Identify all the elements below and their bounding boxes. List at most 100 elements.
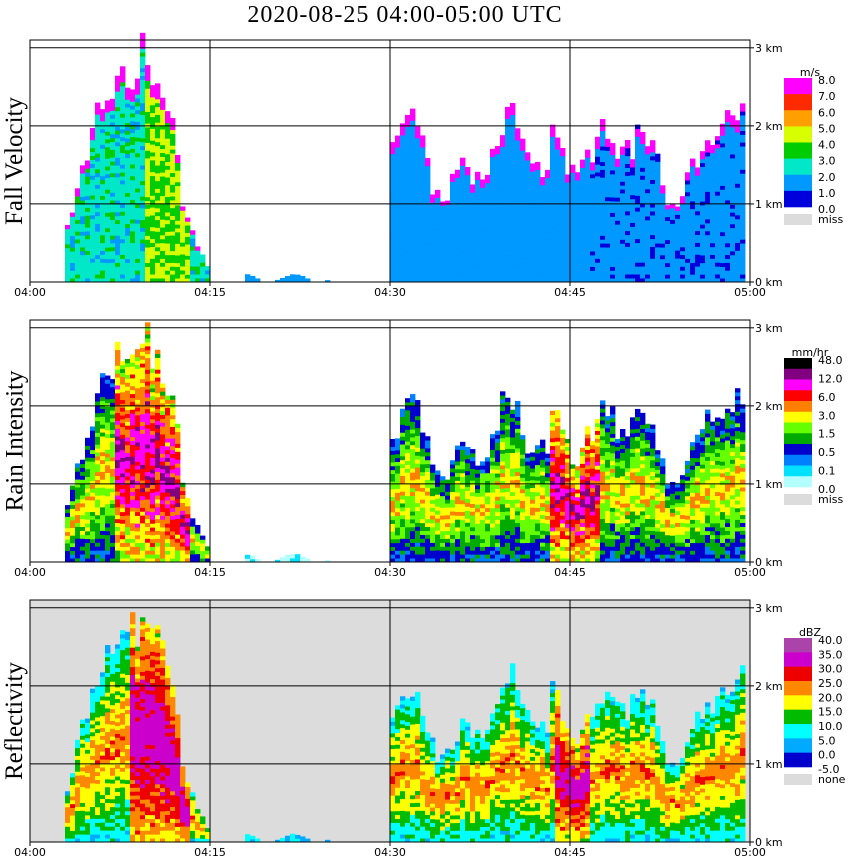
field-cell	[150, 376, 156, 381]
field-cell	[80, 475, 86, 480]
field-cell	[135, 465, 141, 470]
field-cell	[120, 415, 126, 420]
field-cell	[95, 491, 101, 496]
field-cell	[505, 196, 511, 201]
field-cell	[420, 499, 426, 504]
field-cell	[460, 161, 466, 166]
field-cell	[105, 158, 111, 163]
field-cell	[140, 67, 146, 73]
field-cell	[430, 523, 436, 528]
field-cell	[735, 266, 741, 271]
field-cell	[130, 219, 136, 224]
field-cell	[135, 550, 141, 555]
field-cell	[740, 262, 746, 267]
field-cell	[715, 183, 721, 188]
field-cell	[400, 463, 406, 469]
field-cell	[575, 180, 581, 185]
field-cell	[100, 187, 106, 193]
field-cell	[100, 270, 106, 275]
field-cell	[110, 472, 116, 477]
field-cell	[490, 215, 496, 220]
field-cell	[130, 428, 136, 434]
field-cell	[570, 266, 576, 271]
field-cell	[150, 380, 156, 385]
field-cell	[150, 89, 156, 94]
field-cell	[415, 250, 421, 256]
field-cell	[665, 220, 671, 225]
field-cell	[695, 210, 701, 216]
field-cell	[630, 246, 636, 251]
field-cell	[400, 150, 406, 155]
field-cell	[580, 171, 586, 176]
field-cell	[85, 503, 91, 509]
field-cell	[95, 114, 101, 119]
field-cell	[120, 78, 126, 83]
field-cell	[65, 255, 71, 260]
field-cell	[620, 154, 626, 159]
field-cell	[190, 238, 196, 243]
field-cell	[740, 212, 746, 217]
field-cell	[685, 176, 691, 181]
field-cell	[200, 550, 206, 555]
field-cell	[145, 111, 151, 116]
field-cell	[500, 243, 506, 248]
field-cell	[160, 117, 166, 122]
x-tick-label: 04:15	[194, 286, 226, 299]
field-cell	[420, 542, 426, 547]
field-cell	[420, 255, 426, 260]
field-cell	[170, 125, 176, 131]
field-cell	[160, 399, 166, 404]
field-cell	[730, 146, 736, 151]
field-cell	[500, 169, 506, 175]
field-cell	[150, 140, 156, 145]
field-cell	[410, 266, 416, 271]
field-cell	[175, 451, 181, 456]
field-cell	[500, 239, 506, 244]
field-cell	[90, 531, 96, 536]
field-cell	[600, 169, 606, 174]
field-cell	[540, 180, 546, 186]
field-cell	[525, 191, 531, 196]
field-cell	[170, 278, 176, 283]
field-cell	[570, 258, 576, 263]
field-cell	[135, 250, 141, 256]
field-cell	[670, 254, 676, 259]
field-cell	[105, 231, 111, 237]
field-cell	[85, 542, 91, 547]
field-cell	[135, 184, 141, 189]
field-cell	[100, 420, 106, 425]
field-cell	[135, 278, 141, 283]
field-cell	[110, 491, 116, 497]
field-cell	[130, 381, 136, 387]
field-cell	[90, 266, 96, 271]
field-cell	[595, 195, 601, 200]
field-cell	[450, 227, 456, 233]
field-cell	[480, 246, 486, 251]
field-cell	[400, 518, 406, 524]
field-cell	[640, 195, 646, 200]
field-cell	[740, 177, 746, 182]
field-cell	[145, 223, 151, 229]
field-cell	[725, 266, 731, 271]
field-cell	[570, 246, 576, 252]
field-cell	[580, 203, 586, 208]
field-cell	[420, 530, 426, 535]
field-cell	[135, 376, 141, 381]
field-cell	[145, 377, 151, 382]
field-cell	[125, 243, 131, 248]
field-cell	[680, 203, 686, 209]
field-cell	[710, 168, 716, 173]
field-cell	[725, 133, 731, 138]
field-cell	[435, 193, 441, 198]
field-cell	[160, 480, 166, 485]
field-cell	[160, 152, 166, 157]
field-cell	[150, 179, 156, 184]
field-cell	[140, 235, 146, 240]
field-cell	[100, 502, 106, 508]
field-cell	[625, 222, 631, 228]
field-cell	[565, 186, 571, 191]
field-cell	[515, 155, 521, 161]
field-cell	[710, 246, 716, 252]
colorbar-swatch	[784, 94, 812, 111]
field-cell	[415, 215, 421, 221]
